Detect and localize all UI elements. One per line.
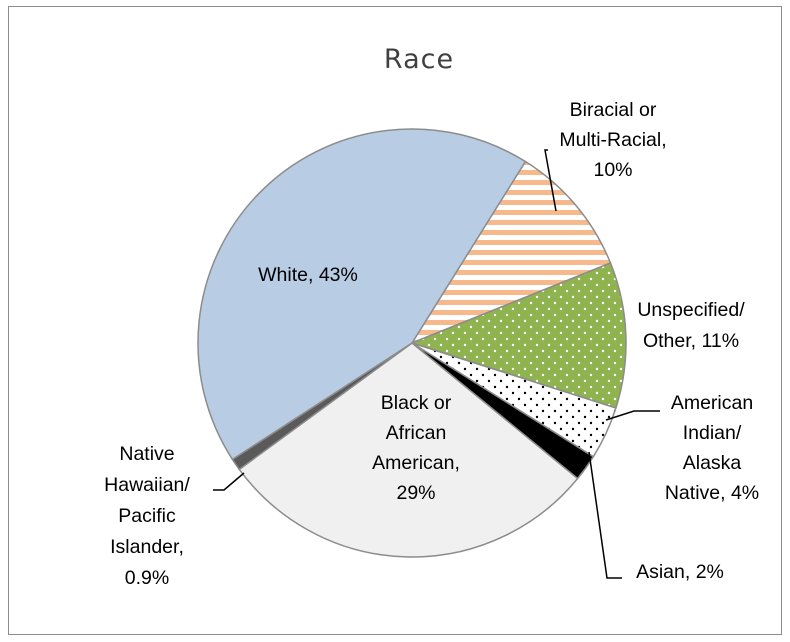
pie-slice-unspecified-other	[409, 261, 627, 409]
data-label-biracial-or-multi-racial: Biracial or Multi-Racial, 10%	[559, 99, 666, 181]
leader-lines	[213, 149, 660, 579]
chart-title: Race	[384, 44, 454, 75]
data-label-asian: Asian, 2%	[636, 561, 724, 583]
data-label-unspecified-other: Unspecified/Other, 11%	[637, 299, 745, 352]
pie-slice-black-or-african-american	[238, 342, 579, 558]
leader-line-asian	[588, 451, 622, 579]
data-label-native-hawaiian-pacific-islander: Native Hawaiian/Pacific Islander, 0.9%	[104, 443, 190, 589]
pie-slices	[197, 128, 627, 558]
data-label-american-indian-alaska-native: American Indian/Alaska Native, 4%	[665, 392, 759, 504]
data-label-white: White, 43%	[258, 264, 358, 286]
data-labels: Biracial or Multi-Racial, 10% Unspecified/O…	[104, 99, 759, 589]
leader-line-native-hawaiian	[213, 472, 245, 491]
pie-slice-white	[197, 128, 527, 461]
pie-slice-biracial-or-multi-racial	[410, 160, 612, 345]
data-label-black-or-african-american: Black or African American, 29%	[372, 392, 460, 504]
leader-line-american-indian	[605, 410, 660, 421]
leader-line-biracial	[544, 149, 557, 212]
